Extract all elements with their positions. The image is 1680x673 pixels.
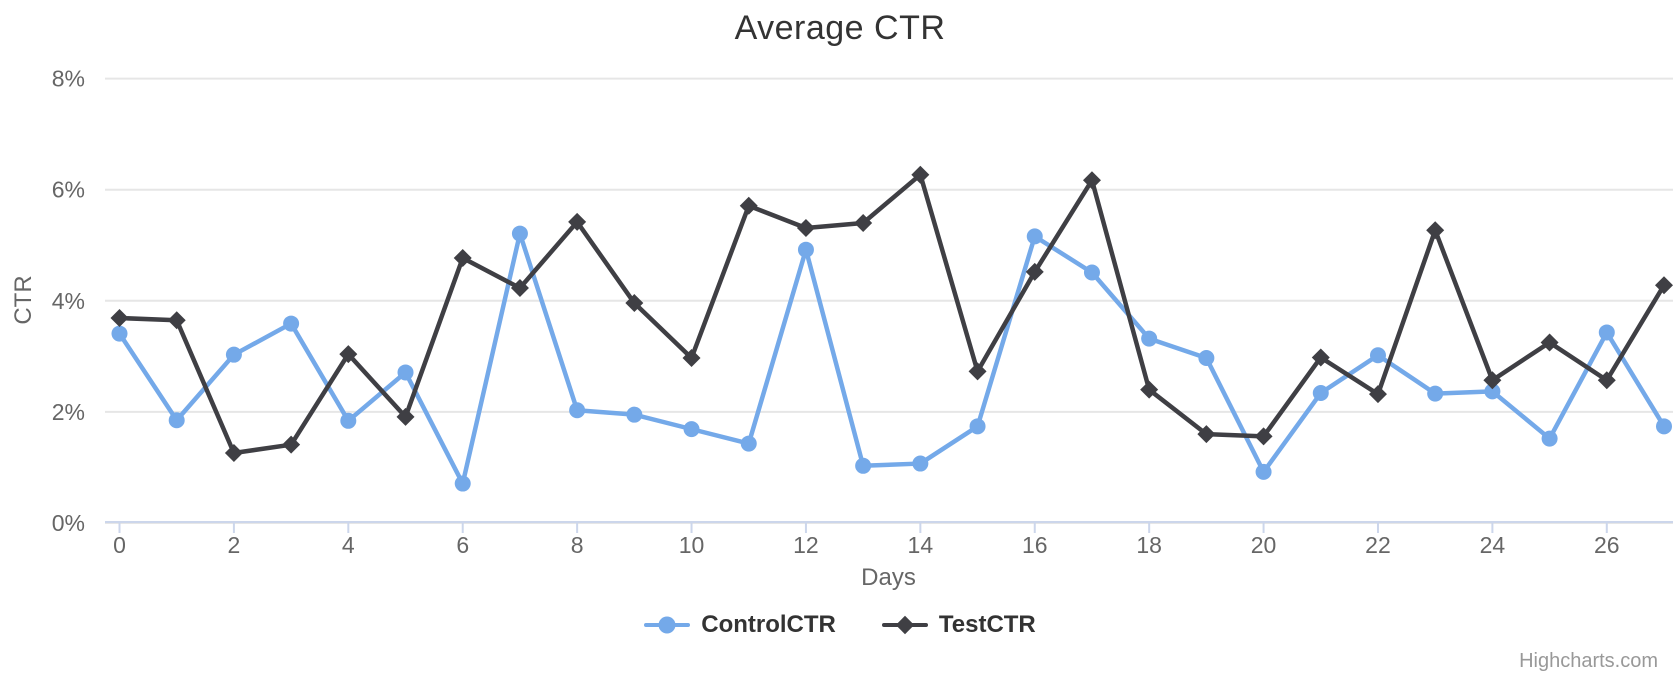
controlctr-point[interactable] [1026, 228, 1043, 245]
testctr-point[interactable] [1597, 371, 1616, 390]
controlctr-point[interactable] [1198, 350, 1215, 367]
y-tick-label: 0% [52, 510, 85, 536]
testctr-point[interactable] [1655, 276, 1673, 295]
x-tick-label: 8 [571, 532, 584, 558]
controlctr-point[interactable] [1312, 385, 1329, 402]
y-tick-label: 4% [52, 288, 85, 314]
testctr-point[interactable] [1197, 425, 1216, 444]
controlctr-point[interactable] [1656, 418, 1672, 435]
controlctr-point[interactable] [168, 412, 185, 429]
highcharts-watermark[interactable]: Highcharts.com [1519, 650, 1658, 672]
controlctr-point[interactable] [626, 406, 643, 423]
testctr-point[interactable] [282, 435, 301, 454]
controlctr-point[interactable] [1598, 324, 1615, 341]
controlctr-point[interactable] [283, 315, 300, 332]
x-tick-label: 26 [1594, 532, 1620, 558]
testctr-point[interactable] [1140, 380, 1159, 399]
testctr-point[interactable] [739, 196, 758, 215]
controlctr-point[interactable] [740, 435, 757, 452]
controlctr-point[interactable] [855, 457, 872, 474]
testctr-point[interactable] [224, 444, 243, 463]
controlctr-point[interactable] [797, 241, 814, 258]
controlctr-point[interactable] [1484, 383, 1501, 400]
testctr-point[interactable] [167, 311, 186, 330]
testctr-line[interactable] [117, 172, 1667, 456]
x-tick-label: 14 [908, 532, 934, 558]
controlctr-point[interactable] [1541, 430, 1558, 447]
x-tick-label: 20 [1251, 532, 1277, 558]
x-tick-label: 22 [1365, 532, 1391, 558]
controlctr-point[interactable] [969, 418, 986, 435]
controlctr-legend-marker-icon [644, 615, 691, 635]
x-axis-title: Days [861, 564, 916, 591]
testctr-point[interactable] [510, 279, 529, 298]
testctr-point[interactable] [1540, 333, 1559, 352]
x-tick-label: 24 [1480, 532, 1506, 558]
testctr-point[interactable] [1254, 427, 1273, 446]
x-tick-label: 18 [1136, 532, 1162, 558]
legend-item-controlctr[interactable]: ControlCTR [644, 611, 836, 639]
y-tick-label: 8% [52, 66, 85, 92]
controlctr-point[interactable] [454, 475, 471, 492]
testctr-point[interactable] [911, 165, 930, 184]
y-axis-title: CTR [10, 275, 37, 325]
controlctr-point[interactable] [111, 325, 128, 342]
testctr-point[interactable] [1426, 221, 1445, 240]
chart-title: Average CTR [734, 9, 946, 47]
testctr-point[interactable] [796, 219, 815, 238]
legend-label-controlctr: ControlCTR [701, 611, 836, 638]
testctr-point[interactable] [1311, 348, 1330, 367]
controlctr-point[interactable] [683, 421, 700, 438]
testctr-point[interactable] [396, 407, 415, 426]
controlctr-point[interactable] [511, 225, 528, 242]
controlctr-point[interactable] [569, 402, 586, 419]
x-tick-label: 6 [456, 532, 469, 558]
series-controlctr [111, 225, 1672, 492]
x-tick-label: 4 [342, 532, 355, 558]
testctr-point[interactable] [625, 294, 644, 313]
controlctr-point[interactable] [1427, 385, 1444, 402]
legend-item-testctr[interactable]: TestCTR [881, 611, 1036, 639]
controlctr-point[interactable] [225, 346, 242, 363]
y-tick-label: 6% [52, 177, 85, 203]
y-tick-label: 2% [52, 399, 85, 425]
testctr-point[interactable] [568, 212, 587, 231]
x-tick-label: 12 [793, 532, 819, 558]
controlctr-point[interactable] [1369, 347, 1386, 364]
controlctr-line[interactable] [117, 231, 1667, 486]
x-tick-label: 2 [228, 532, 241, 558]
legend: ControlCTR TestCTR [0, 611, 1680, 639]
controlctr-point[interactable] [397, 364, 414, 381]
testctr-point[interactable] [339, 345, 358, 364]
controlctr-point[interactable] [340, 412, 357, 429]
controlctr-point[interactable] [1255, 463, 1272, 480]
series-testctr [110, 165, 1673, 463]
testctr-point[interactable] [1025, 262, 1044, 281]
legend-label-testctr: TestCTR [938, 611, 1036, 638]
testctr-point[interactable] [453, 249, 472, 268]
testctr-point[interactable] [682, 349, 701, 368]
testctr-point[interactable] [110, 309, 129, 328]
controlctr-point[interactable] [912, 455, 929, 472]
testctr-point[interactable] [1368, 385, 1387, 404]
x-tick-label: 16 [1022, 532, 1048, 558]
controlctr-point[interactable] [1083, 264, 1100, 281]
x-tick-label: 0 [113, 532, 126, 558]
testctr-point[interactable] [854, 214, 873, 233]
testctr-point[interactable] [1082, 171, 1101, 190]
controlctr-point[interactable] [1141, 330, 1158, 347]
x-tick-label: 10 [679, 532, 705, 558]
testctr-point[interactable] [1483, 371, 1502, 390]
testctr-point[interactable] [968, 362, 987, 381]
testctr-legend-marker-icon [881, 615, 928, 635]
